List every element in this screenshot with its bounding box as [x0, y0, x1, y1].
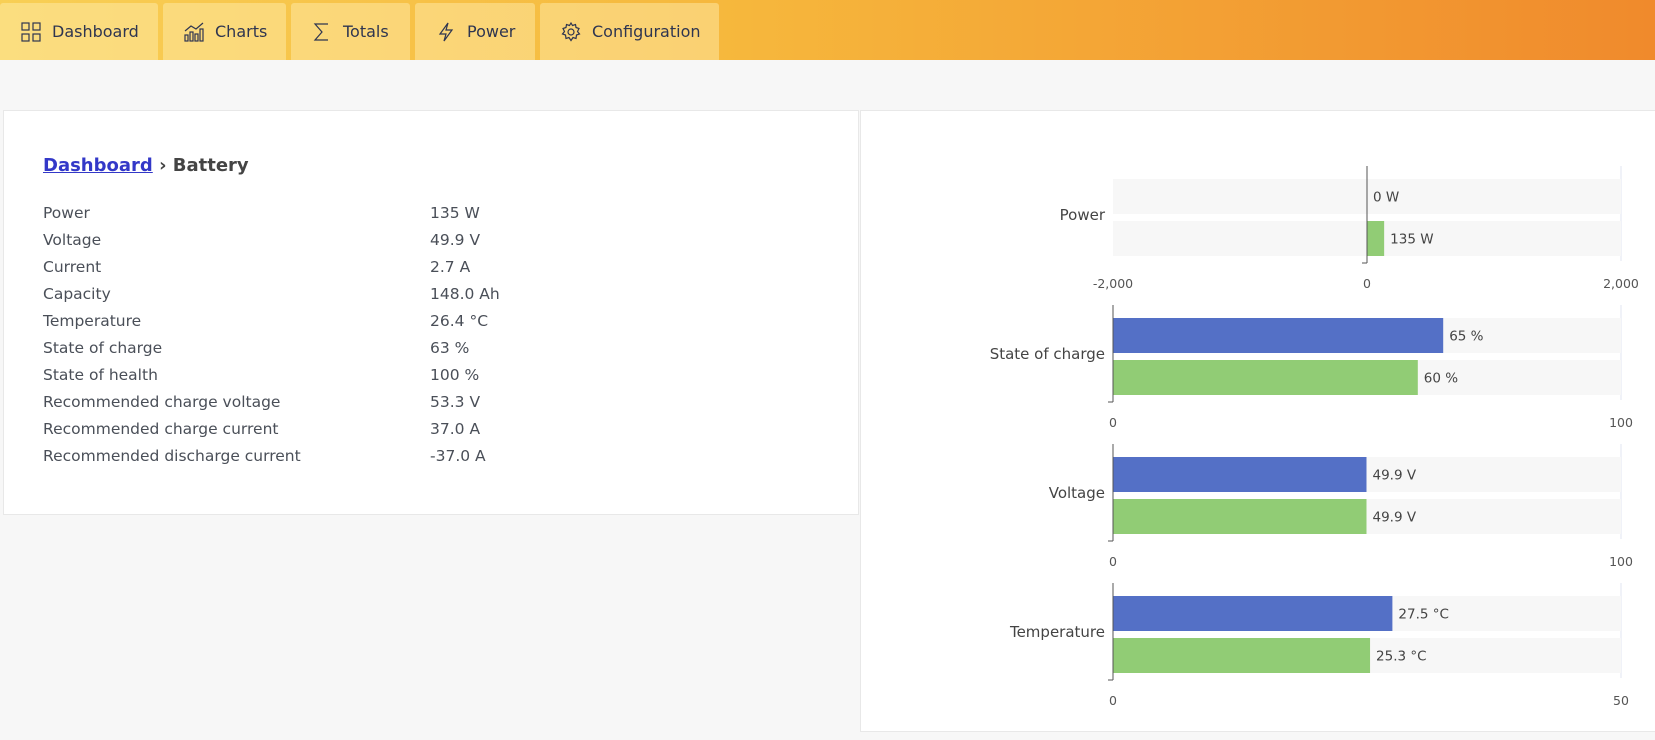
bar — [1113, 499, 1367, 534]
detail-label: Recommended charge current — [43, 420, 279, 438]
bar — [1113, 638, 1371, 673]
bar — [1113, 457, 1367, 492]
detail-label: Current — [43, 258, 102, 276]
detail-row: Recommended charge voltage 53.3 V — [43, 393, 643, 415]
bar-label: 0 W — [1373, 190, 1399, 206]
bar-label: 65 % — [1449, 329, 1483, 345]
category-label: State of charge — [990, 345, 1105, 363]
top-nav: Dashboard Charts Totals Power Configurat… — [0, 0, 1655, 60]
chart-icon — [184, 22, 204, 42]
sigma-icon — [313, 22, 328, 41]
tick-label: 0 — [1109, 415, 1117, 430]
detail-value: 49.9 V — [430, 231, 481, 249]
tab-charts[interactable]: Charts — [163, 3, 286, 60]
tab-label: Configuration — [592, 22, 701, 41]
bar-label: 27.5 °C — [1398, 607, 1449, 623]
detail-label: Voltage — [43, 231, 102, 249]
chart-group-voltage: 49.9 V 49.9 V Voltage 0 100 — [1049, 444, 1633, 569]
detail-label: Temperature — [43, 312, 142, 330]
tick-label: 0 — [1109, 693, 1117, 708]
detail-value: 148.0 Ah — [430, 285, 500, 303]
detail-value: 37.0 A — [430, 420, 481, 438]
tab-label: Power — [467, 22, 516, 41]
bar-label: 49.9 V — [1372, 468, 1416, 484]
detail-row: Voltage 49.9 V — [43, 231, 643, 253]
detail-row: Power 135 W — [43, 204, 643, 226]
detail-value: 26.4 °C — [430, 312, 489, 330]
tab-label: Totals — [343, 22, 389, 41]
category-label: Voltage — [1049, 484, 1105, 502]
detail-label: Capacity — [43, 285, 111, 303]
breadcrumb: Dashboard › Battery — [43, 155, 249, 176]
detail-label: State of charge — [43, 339, 163, 357]
detail-label: Recommended charge voltage — [43, 393, 281, 411]
tick-label: 0 — [1109, 554, 1117, 569]
detail-value: -37.0 A — [430, 447, 486, 465]
detail-value: 100 % — [430, 366, 480, 384]
bar-label: 60 % — [1424, 371, 1458, 387]
gear-icon — [561, 21, 581, 42]
bar-label: 49.9 V — [1372, 510, 1416, 526]
breadcrumb-separator: › — [159, 155, 167, 176]
bar — [1113, 596, 1393, 631]
bar-label: 25.3 °C — [1376, 649, 1427, 665]
tick-label: 50 — [1613, 693, 1629, 708]
detail-row: Capacity 148.0 Ah — [43, 285, 643, 307]
detail-label: Power — [43, 204, 90, 222]
category-label: Temperature — [1009, 623, 1105, 641]
tab-label: Charts — [215, 22, 268, 41]
detail-value: 53.3 V — [430, 393, 481, 411]
tab-configuration[interactable]: Configuration — [540, 3, 719, 60]
tick-label: 100 — [1609, 554, 1633, 569]
tab-totals[interactable]: Totals — [291, 3, 410, 60]
detail-label: Recommended discharge current — [43, 447, 301, 465]
breadcrumb-current: Battery — [172, 155, 249, 176]
tab-power[interactable]: Power — [415, 3, 535, 60]
bar — [1367, 221, 1385, 256]
category-label: Power — [1060, 206, 1106, 224]
bar — [1113, 360, 1418, 395]
bar-label: 135 W — [1390, 232, 1433, 248]
lightning-icon — [438, 22, 454, 41]
detail-value: 135 W — [430, 204, 480, 222]
detail-row: Temperature 26.4 °C — [43, 312, 643, 334]
detail-value: 63 % — [430, 339, 470, 357]
grid-icon — [21, 21, 41, 42]
chart-group-power: 0 W 135 W Power -2,000 0 2,000 — [1060, 166, 1639, 291]
battery-details-panel — [3, 110, 859, 515]
tab-dashboard[interactable]: Dashboard — [0, 3, 158, 60]
detail-label: State of health — [43, 366, 158, 384]
chart-group-state-of-charge: 65 % 60 % State of charge 0 100 — [990, 305, 1633, 430]
detail-value: 2.7 A — [430, 258, 471, 276]
tick-label: 2,000 — [1603, 276, 1639, 291]
breadcrumb-dashboard-link[interactable]: Dashboard — [43, 155, 153, 176]
tick-label: 100 — [1609, 415, 1633, 430]
detail-row: Recommended charge current 37.0 A — [43, 420, 643, 442]
tick-label: -2,000 — [1093, 276, 1133, 291]
bar — [1113, 318, 1444, 353]
tick-label: 0 — [1363, 276, 1371, 291]
detail-row: State of charge 63 % — [43, 339, 643, 361]
detail-row: Recommended discharge current -37.0 A — [43, 447, 643, 469]
tab-label: Dashboard — [52, 22, 139, 41]
detail-row: Current 2.7 A — [43, 258, 643, 280]
detail-row: State of health 100 % — [43, 366, 643, 388]
chart-group-temperature: 27.5 °C 25.3 °C Temperature 0 50 — [1009, 583, 1629, 708]
